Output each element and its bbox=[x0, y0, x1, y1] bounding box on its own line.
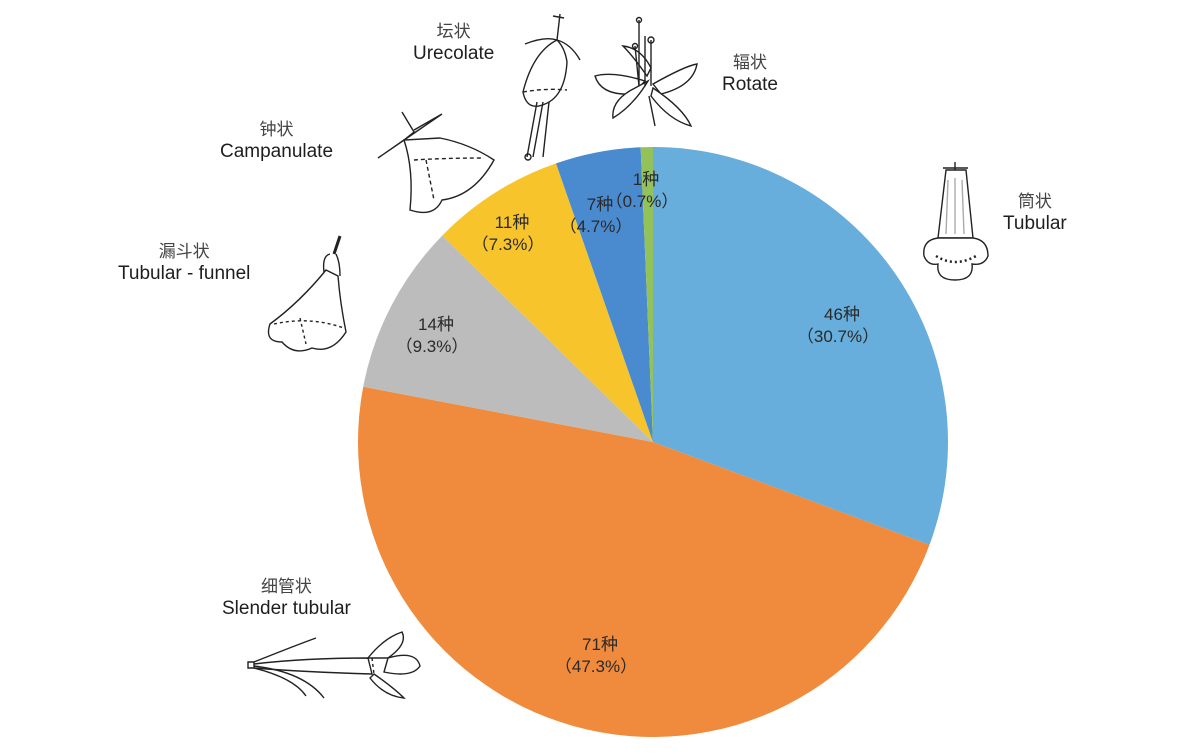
pie-slice-labels: 46种 （30.7%） 71种 （47.3%） 14种 （9.3%） 11种 （7.3%） 7种… bbox=[396, 170, 879, 676]
slice-percent-label: （47.3%） bbox=[555, 657, 637, 676]
funnel-flower-icon bbox=[260, 232, 360, 365]
slice-count-label: 46种 bbox=[824, 305, 860, 324]
pie-slice-slender-tubular bbox=[357, 386, 930, 737]
label-tubular-en: Tubular bbox=[1003, 213, 1067, 234]
label-campanulate-en: Campanulate bbox=[220, 141, 334, 162]
campanulate-flower-icon bbox=[374, 100, 514, 230]
slice-percent-label: （4.7%） bbox=[560, 217, 633, 236]
label-slender-tubular-en: Slender tubular bbox=[222, 598, 351, 619]
slice-percent-label: （30.7%） bbox=[797, 327, 879, 346]
slice-count-label: 7种 bbox=[587, 195, 613, 214]
label-tubular: 筒状 Tubular bbox=[1003, 192, 1067, 234]
label-urecolate: 坛状 Urecolate bbox=[413, 22, 494, 64]
pie-slices bbox=[357, 147, 948, 737]
tubular-flower-icon bbox=[918, 160, 993, 290]
pie-slice-campanulate bbox=[442, 163, 653, 442]
slice-count-label: 11种 bbox=[495, 213, 530, 232]
pie-slice-tubular-funnel bbox=[363, 235, 653, 442]
label-tubular-funnel-en: Tubular - funnel bbox=[118, 263, 251, 284]
label-slender-tubular: 细管状 Slender tubular bbox=[222, 577, 351, 619]
slice-count-label: 71种 bbox=[582, 635, 618, 654]
label-rotate-en: Rotate bbox=[722, 74, 778, 95]
urecolate-flower-icon bbox=[515, 12, 585, 167]
label-slender-tubular-zh: 细管状 bbox=[260, 577, 312, 597]
pie-slice-rotate bbox=[640, 147, 653, 442]
label-rotate: 辐状 Rotate bbox=[722, 53, 778, 95]
rotate-flower-icon bbox=[593, 16, 703, 146]
slice-percent-label: （7.3%） bbox=[472, 235, 545, 254]
slice-percent-label: （0.7%） bbox=[606, 192, 679, 211]
label-rotate-zh: 辐状 bbox=[732, 53, 767, 73]
label-urecolate-en: Urecolate bbox=[413, 43, 495, 64]
label-tubular-funnel-zh: 漏斗状 bbox=[158, 242, 210, 262]
label-tubular-funnel: 漏斗状 Tubular - funnel bbox=[118, 242, 250, 284]
label-campanulate-zh: 钟状 bbox=[259, 120, 294, 140]
slice-percent-label: （9.3%） bbox=[396, 337, 469, 356]
slender-tubular-flower-icon bbox=[244, 628, 424, 707]
pie-slice-urecolate bbox=[555, 147, 653, 442]
pie-slice-tubular bbox=[653, 147, 948, 545]
slice-count-label: 14种 bbox=[418, 315, 454, 334]
label-urecolate-zh: 坛状 bbox=[436, 22, 471, 42]
label-campanulate: 钟状 Campanulate bbox=[220, 120, 333, 162]
label-tubular-zh: 筒状 bbox=[1017, 192, 1052, 212]
slice-count-label: 1种 bbox=[633, 170, 659, 189]
